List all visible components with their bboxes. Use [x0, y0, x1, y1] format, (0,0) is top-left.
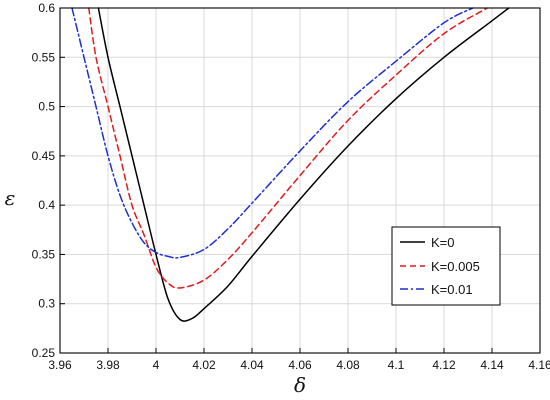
legend: K=0 K=0.005 K=0.01 [391, 226, 501, 306]
x-tick-label-0: 3.96 [48, 358, 72, 372]
x-tick-label-7: 4.1 [388, 358, 405, 372]
x-tick-label-1: 3.98 [96, 358, 120, 372]
series-layer [71, 7, 510, 322]
legend-label-k005: K=0.005 [431, 259, 480, 274]
series-line-0 [97, 7, 510, 322]
x-tick-label-3: 4.02 [192, 358, 216, 372]
x-tick-label-9: 4.14 [480, 358, 504, 372]
y-tick-label-3: 0.4 [38, 198, 55, 212]
series-line-1 [88, 7, 488, 289]
x-axis-label: δ [294, 373, 306, 397]
legend-label-k001: K=0.01 [431, 282, 473, 297]
y-tick-label-0: 0.25 [32, 346, 56, 360]
y-tick-label-2: 0.35 [32, 247, 56, 261]
x-tick-label-5: 4.06 [288, 358, 312, 372]
x-tick-label-2: 4 [153, 358, 160, 372]
y-tick-label-7: 0.6 [38, 1, 55, 15]
y-tick-label-4: 0.45 [32, 149, 56, 163]
y-tick-label-6: 0.55 [32, 50, 56, 64]
y-axis-label: ε [5, 186, 16, 210]
series-line-2 [71, 7, 474, 259]
x-tick-label-8: 4.12 [432, 358, 456, 372]
x-tick-label-10: 4.16 [528, 358, 550, 372]
legend-label-k0: K=0 [431, 235, 455, 250]
x-tick-label-4: 4.04 [240, 358, 264, 372]
ticks-layer: 3.96 3.98 4 4.02 4.04 4.06 4.08 4.1 4.12 4.14 4.16… [32, 1, 550, 372]
y-tick-label-1: 0.3 [38, 297, 55, 311]
x-tick-label-6: 4.08 [336, 358, 360, 372]
y-tick-label-5: 0.5 [38, 100, 55, 114]
